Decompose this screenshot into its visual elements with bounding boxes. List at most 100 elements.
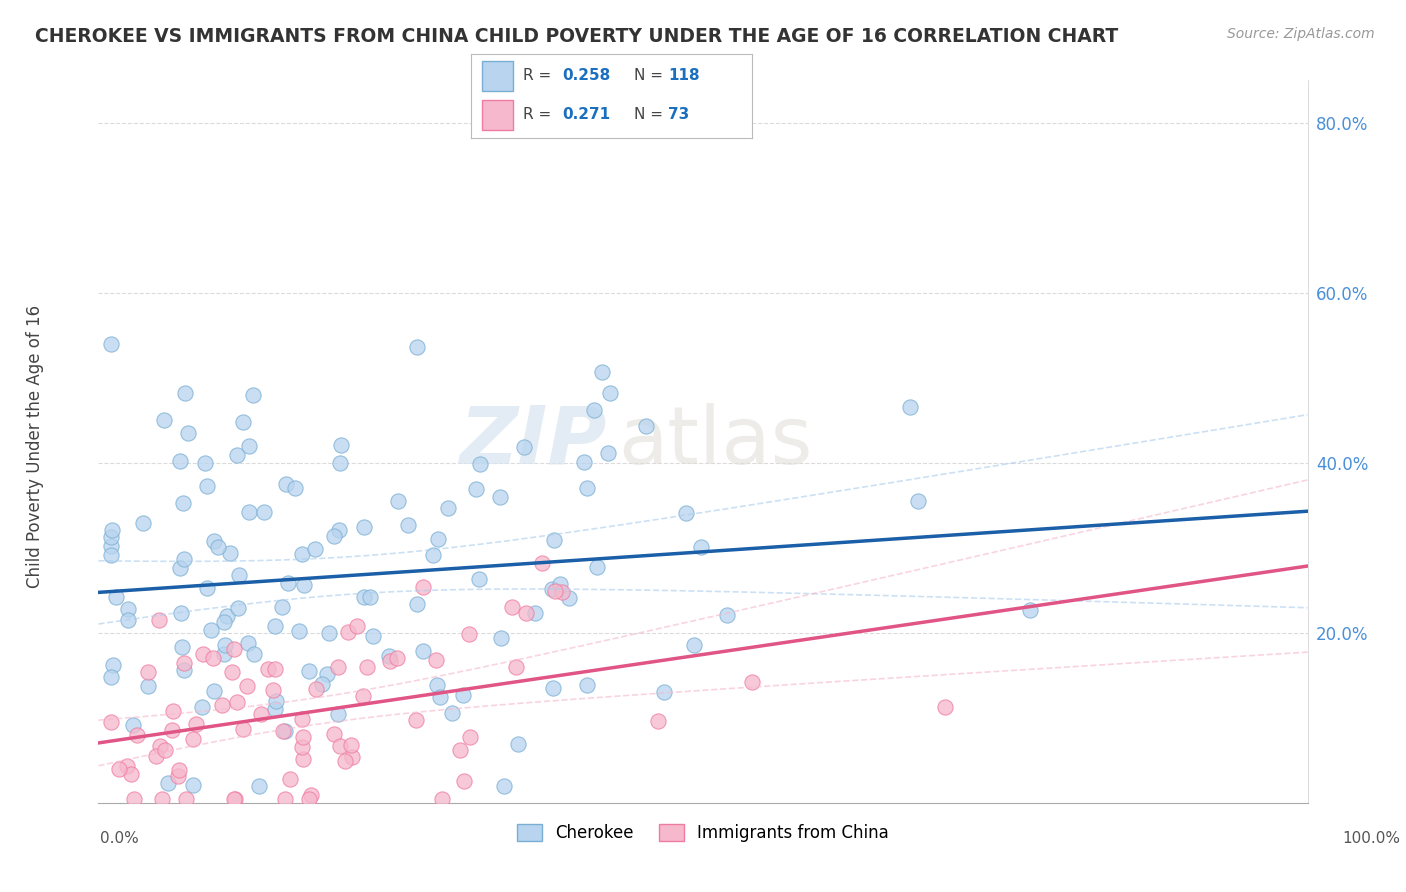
Point — [465, 482, 488, 496]
Point — [304, 542, 326, 557]
Point — [336, 625, 359, 640]
Point — [167, 763, 190, 777]
Point — [422, 548, 444, 562]
Point — [675, 506, 697, 520]
Point — [585, 560, 607, 574]
Point — [634, 419, 657, 434]
Point — [121, 717, 143, 731]
Point — [335, 755, 357, 769]
Point — [328, 523, 350, 537]
Point — [406, 597, 429, 611]
Point — [197, 581, 219, 595]
Point — [173, 656, 195, 670]
Point — [262, 683, 284, 698]
Point — [412, 644, 434, 658]
Point — [242, 388, 264, 402]
Legend: Cherokee, Immigrants from China: Cherokee, Immigrants from China — [510, 817, 896, 848]
Point — [108, 762, 131, 776]
Point — [117, 601, 139, 615]
Text: 100.0%: 100.0% — [1341, 831, 1400, 846]
Point — [299, 788, 322, 802]
Text: CHEROKEE VS IMMIGRANTS FROM CHINA CHILD POVERTY UNDER THE AGE OF 16 CORRELATION : CHEROKEE VS IMMIGRANTS FROM CHINA CHILD … — [35, 27, 1118, 45]
Point — [494, 779, 516, 793]
Point — [238, 505, 260, 519]
Point — [173, 551, 195, 566]
Point — [169, 561, 191, 575]
Point — [453, 773, 475, 788]
Point — [264, 662, 287, 676]
Point — [311, 676, 333, 690]
Point — [224, 791, 246, 805]
Text: 73: 73 — [668, 107, 689, 122]
Point — [181, 732, 204, 747]
Point — [440, 706, 463, 721]
Point — [524, 606, 547, 620]
Point — [162, 704, 184, 718]
Point — [167, 769, 190, 783]
Point — [541, 582, 564, 596]
Point — [256, 662, 278, 676]
Point — [100, 670, 122, 684]
Point — [184, 716, 207, 731]
Text: 118: 118 — [668, 69, 699, 84]
Point — [596, 445, 619, 459]
Point — [232, 415, 254, 429]
Point — [253, 505, 276, 519]
Point — [591, 365, 613, 379]
Point — [934, 700, 956, 714]
Point — [330, 438, 353, 452]
Text: N =: N = — [634, 69, 668, 84]
Point — [683, 638, 706, 652]
Point — [177, 425, 200, 440]
Point — [328, 660, 350, 674]
Point — [101, 523, 124, 537]
Point — [172, 640, 194, 654]
Point — [217, 609, 239, 624]
Point — [544, 583, 567, 598]
Point — [716, 608, 738, 623]
Point — [576, 481, 599, 495]
Point — [212, 615, 235, 630]
Text: R =: R = — [523, 107, 557, 122]
Point — [291, 712, 314, 726]
Point — [515, 606, 537, 620]
Point — [352, 689, 374, 703]
Point — [429, 690, 451, 704]
Point — [489, 490, 512, 504]
Point — [430, 791, 453, 805]
Point — [204, 684, 226, 698]
Point — [170, 606, 193, 620]
Point — [224, 642, 246, 657]
Point — [318, 626, 340, 640]
Point — [264, 619, 287, 633]
Point — [396, 518, 419, 533]
Point — [558, 591, 581, 605]
Text: atlas: atlas — [619, 402, 813, 481]
Point — [271, 723, 294, 738]
Point — [359, 590, 381, 604]
Point — [298, 791, 321, 805]
Point — [427, 532, 450, 546]
Point — [200, 623, 222, 637]
Point — [907, 493, 929, 508]
Point — [226, 448, 249, 462]
Point — [505, 660, 527, 674]
Point — [425, 652, 447, 666]
Point — [491, 632, 513, 646]
Point — [1019, 603, 1042, 617]
FancyBboxPatch shape — [482, 62, 513, 91]
Point — [157, 776, 180, 790]
Point — [353, 591, 375, 605]
Point — [194, 457, 217, 471]
Text: 0.0%: 0.0% — [100, 831, 139, 846]
Point — [898, 401, 921, 415]
Point — [652, 685, 675, 699]
Point — [238, 636, 260, 650]
Point — [582, 403, 605, 417]
Point — [100, 715, 122, 730]
Point — [131, 516, 153, 530]
Point — [174, 791, 197, 805]
Point — [689, 540, 711, 554]
Point — [575, 678, 598, 692]
Point — [100, 549, 122, 563]
